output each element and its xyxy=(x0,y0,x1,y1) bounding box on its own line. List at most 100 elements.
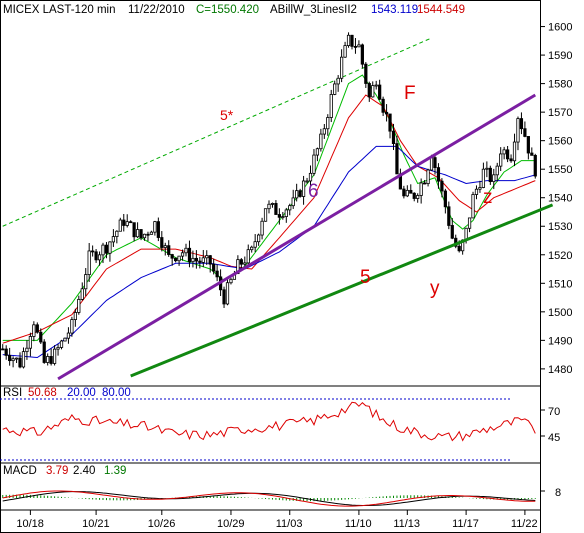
macd-hist: 1.39 xyxy=(104,465,126,477)
macd-line xyxy=(2,490,536,507)
candle-body xyxy=(305,180,309,183)
candle-body xyxy=(14,357,19,360)
chart-close-label: C=1550.420 xyxy=(196,4,259,16)
chart-date-label: 11/22/2010 xyxy=(128,4,185,16)
candle-body xyxy=(402,188,406,197)
candle-body xyxy=(257,234,261,243)
candle-body xyxy=(288,205,292,211)
rsi-label: RSI xyxy=(3,387,22,399)
candle-body xyxy=(340,56,344,79)
candle-body xyxy=(229,278,233,284)
date-tick-label: 11/22 xyxy=(511,518,538,530)
candle-body xyxy=(391,130,396,144)
candle-body xyxy=(66,332,71,339)
chart-indicator-label: ABillW_3LinesII2 xyxy=(270,4,357,16)
candle-body xyxy=(270,203,275,205)
macd-signal: 2.40 xyxy=(73,465,95,477)
date-tick-label: 11/03 xyxy=(276,518,303,530)
annotation-F: F xyxy=(404,83,416,104)
candle-body xyxy=(409,189,413,194)
candle-body xyxy=(56,347,60,350)
date-tick-label: 11/13 xyxy=(393,518,420,530)
candle-body xyxy=(246,249,250,264)
candle-body xyxy=(253,241,257,248)
candle-body xyxy=(443,190,447,208)
annotation-5: 5 xyxy=(360,267,371,288)
candle-body xyxy=(35,324,39,333)
candle-body xyxy=(457,245,461,252)
candle-body xyxy=(523,128,527,137)
trend-line-6 xyxy=(57,93,537,381)
candle-body xyxy=(512,141,517,162)
candle-body xyxy=(201,257,205,263)
candle-body xyxy=(384,111,389,115)
candle-body xyxy=(101,244,105,256)
trend-line-5-star xyxy=(2,37,432,227)
candle-body xyxy=(412,192,416,199)
candle-body xyxy=(21,351,26,368)
candle-body xyxy=(298,190,302,197)
candle-body xyxy=(111,236,115,243)
rsi-level-high: 80.00 xyxy=(102,387,131,399)
candle-body xyxy=(125,221,129,226)
candle-body xyxy=(505,149,510,160)
candle-body xyxy=(301,180,306,197)
candle-body xyxy=(343,45,347,58)
candle-body xyxy=(322,128,326,135)
candle-body xyxy=(336,77,340,85)
candle-body xyxy=(215,270,219,278)
candle-body xyxy=(139,229,143,239)
candle-body xyxy=(108,241,112,254)
annotation-y: y xyxy=(430,278,440,299)
candle-body xyxy=(184,247,188,254)
candle-body xyxy=(153,221,157,233)
candle-body xyxy=(28,336,33,349)
chart-frame xyxy=(0,0,541,533)
candle-body xyxy=(11,358,15,362)
date-tick-label: 11/17 xyxy=(452,518,479,530)
candle-body xyxy=(97,254,102,261)
rsi-panel xyxy=(0,398,545,461)
candle-body xyxy=(142,233,147,239)
candle-body xyxy=(419,182,423,196)
grid xyxy=(0,0,541,533)
candle-body xyxy=(492,174,496,183)
candle-body xyxy=(198,260,202,263)
candle-body xyxy=(405,189,409,197)
candle-body xyxy=(277,214,281,218)
candle-body xyxy=(471,194,475,219)
candle-body xyxy=(32,324,36,337)
candle-body xyxy=(485,167,489,170)
candle-body xyxy=(59,340,64,348)
candle-body xyxy=(91,250,95,253)
price-tick-label: 1580 xyxy=(548,79,572,91)
candle-body xyxy=(423,182,427,185)
price-tick-label: 1510 xyxy=(548,278,572,290)
candle-body xyxy=(530,152,534,156)
rsi-level-low: 20.00 xyxy=(67,387,96,399)
candle-body xyxy=(350,34,354,47)
price-tick-label: 1540 xyxy=(548,193,572,205)
date-tick-label: 10/21 xyxy=(82,518,110,530)
candle-body xyxy=(450,225,454,239)
trend-line-5-star-dashed xyxy=(2,37,432,227)
date-tick-label: 11/10 xyxy=(345,518,372,530)
candle-body xyxy=(499,153,503,167)
candle-body xyxy=(63,337,67,342)
annotation-6: 6 xyxy=(308,181,319,202)
rsi-line xyxy=(2,401,536,442)
macd-value: 3.79 xyxy=(46,465,68,477)
rsi-tick-70: 70 xyxy=(548,406,560,418)
candle-body xyxy=(115,230,119,237)
candle-body xyxy=(447,206,451,226)
date-axis: 10/18 10/21 10/26 10/29 11/03 11/10 11/13 11/17… xyxy=(16,510,538,530)
price-tick-label: 1490 xyxy=(548,335,572,347)
price-tick-label: 1590 xyxy=(548,50,572,62)
candle-body xyxy=(516,118,520,143)
candle-body xyxy=(260,220,264,236)
candle-body xyxy=(467,217,472,229)
candle-body xyxy=(135,229,140,238)
candle-body xyxy=(315,148,320,156)
annotation-5-star: 5* xyxy=(220,107,234,123)
candle-body xyxy=(281,216,285,218)
